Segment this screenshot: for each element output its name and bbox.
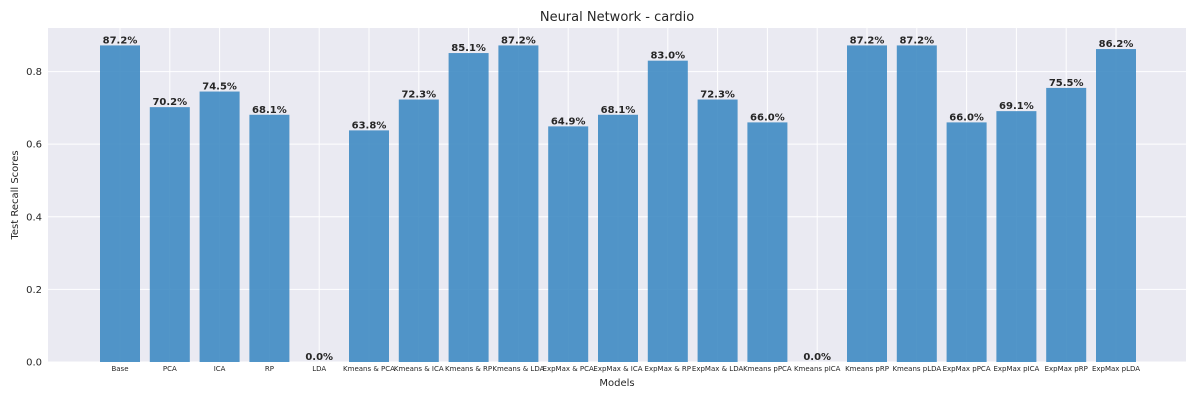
x-tick-label: ExpMax & RP (645, 365, 691, 373)
bar-value-label: 70.2% (152, 97, 187, 108)
bar-value-label: 66.0% (949, 112, 984, 123)
chart-title: Neural Network - cardio (540, 10, 694, 25)
y-tick-label: 0.6 (26, 140, 42, 151)
bar-value-label: 64.9% (551, 116, 586, 127)
x-tick-label: LDA (312, 365, 326, 373)
bar (149, 107, 190, 362)
x-tick-label: ExpMax & ICA (593, 365, 642, 373)
y-tick-labels: 0.0 0.2 0.4 0.6 0.8 (26, 67, 42, 368)
bar-value-label: 69.1% (999, 101, 1034, 112)
bar (996, 111, 1037, 362)
bar-value-label: 87.2% (850, 35, 885, 46)
x-tick-label: Kmeans pICA (794, 365, 841, 373)
y-tick-label: 0.2 (26, 285, 42, 296)
bars (100, 45, 1136, 363)
bar (747, 122, 788, 363)
y-tick-label: 0.8 (26, 67, 42, 78)
x-tick-label: ExpMax pPCA (943, 365, 991, 373)
bar-value-label: 63.8% (352, 120, 387, 131)
bar-value-label: 86.2% (1099, 39, 1134, 50)
x-tick-label: Kmeans & PCA (343, 365, 395, 373)
x-tick-label: ExpMax pRP (1045, 365, 1088, 373)
bar-value-label: 72.3% (700, 90, 735, 101)
bar (946, 122, 987, 363)
bar-value-label: 72.3% (401, 90, 436, 101)
bar-value-label: 74.5% (202, 82, 237, 93)
bar-value-label: 68.1% (252, 105, 287, 116)
x-tick-label: Base (111, 365, 128, 373)
x-axis-label: Models (599, 378, 634, 389)
bar (1046, 87, 1087, 363)
x-tick-label: Kmeans & ICA (394, 365, 444, 373)
bar (1096, 49, 1136, 363)
x-tick-label: Kmeans pLDA (892, 365, 941, 373)
bar-value-label: 66.0% (750, 112, 785, 123)
x-tick-label: Kmeans pRP (845, 365, 889, 373)
bar-value-label: 0.0% (305, 352, 333, 363)
bar (548, 126, 589, 362)
bar (398, 99, 439, 362)
bar (847, 45, 887, 362)
bar-value-label: 87.2% (103, 35, 138, 46)
x-tick-label: ExpMax pICA (993, 365, 1039, 373)
y-axis-label: Test Recall Scores (10, 150, 21, 240)
bar-value-label: 83.0% (650, 51, 685, 62)
bar-value-label: 0.0% (803, 352, 831, 363)
bar (448, 53, 489, 363)
y-tick-label: 0.4 (26, 212, 42, 223)
y-tick-label: 0.0 (26, 358, 42, 369)
bar-value-label: 87.2% (501, 35, 536, 46)
bar (697, 99, 738, 362)
x-tick-label: ExpMax pLDA (1092, 365, 1140, 373)
x-tick-label: ExpMax & PCA (543, 365, 594, 373)
x-tick-label: Kmeans & RP (445, 365, 492, 373)
bar (896, 45, 937, 362)
bar (349, 130, 389, 362)
bar (647, 60, 688, 362)
bar (100, 45, 140, 362)
bar-value-label: 87.2% (899, 35, 934, 46)
bar (498, 45, 539, 362)
bar-value-label: 75.5% (1049, 78, 1084, 89)
bar (598, 114, 638, 362)
x-tick-label: PCA (163, 365, 177, 373)
x-tick-label: RP (265, 365, 274, 373)
bar-value-label: 68.1% (601, 105, 636, 116)
bar (249, 114, 290, 362)
x-tick-label: Kmeans pPCA (743, 365, 792, 373)
x-tick-label: ExpMax & LDA (692, 365, 744, 373)
bar (199, 91, 240, 363)
bar-labels: 87.2% 70.2% 74.5% 68.1% 0.0% 63.8% 72.3% 85.1% 8… (103, 35, 1134, 363)
x-tick-label: ICA (214, 365, 226, 373)
bar-value-label: 85.1% (451, 43, 486, 54)
x-tick-label: Kmeans & LDA (492, 365, 544, 373)
